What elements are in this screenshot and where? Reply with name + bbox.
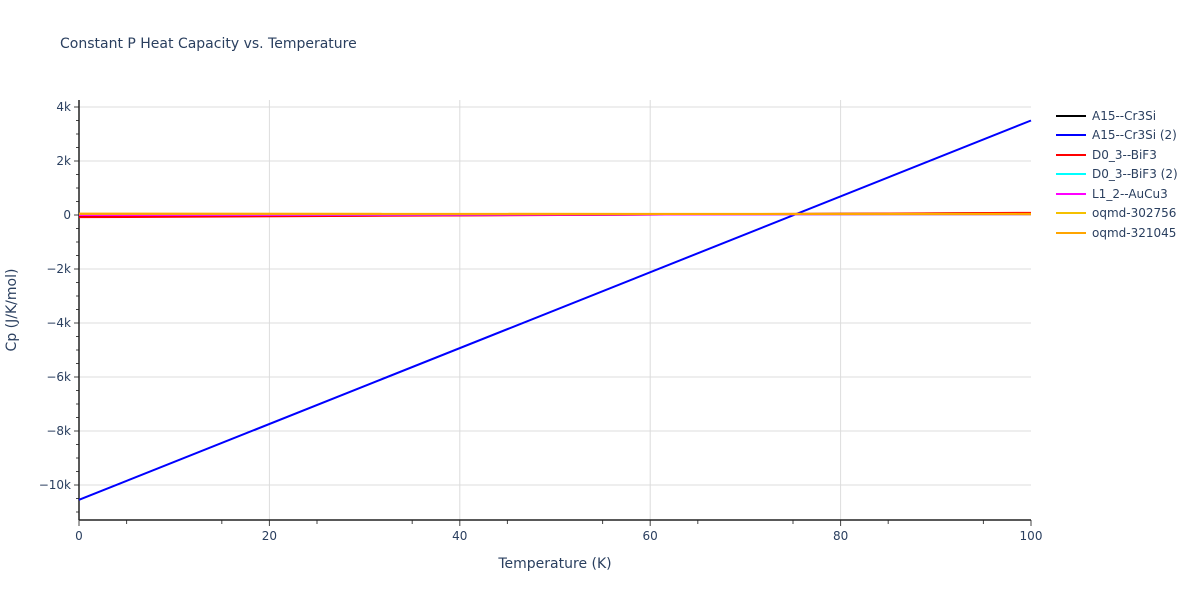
legend-item[interactable]: L1_2--AuCu3 [1056,184,1178,204]
y-axis-title: Cp (J/K/mol) [4,269,20,352]
y-tick-label: −8k [46,424,71,438]
legend-item[interactable]: A15--Cr3Si (2) [1056,126,1178,146]
series-line[interactable] [78,212,1032,216]
y-tick-label: −6k [46,370,71,384]
y-tick-label: −10k [39,478,71,492]
legend-item[interactable]: oqmd-302756 [1056,204,1178,224]
legend-swatch-icon [1056,134,1086,137]
legend-swatch-icon [1056,231,1086,234]
legend-swatch-icon [1056,114,1086,117]
legend-swatch-icon [1056,173,1086,176]
legend: A15--Cr3Si A15--Cr3Si (2) D0_3--BiF3 D0_3--… [1056,106,1178,243]
legend-swatch-icon [1056,212,1086,215]
y-tick-label: 0 [63,208,71,222]
legend-label: A15--Cr3Si [1092,108,1157,123]
legend-item[interactable]: oqmd-321045 [1056,223,1178,243]
x-tick-label: 80 [833,529,848,543]
x-tick-label: 100 [1020,529,1043,543]
legend-label: oqmd-302756 [1092,206,1177,221]
x-tick-label: 20 [262,529,277,543]
legend-label: L1_2--AuCu3 [1092,186,1168,201]
y-tick-label: 4k [56,100,71,114]
legend-item[interactable]: D0_3--BiF3 (2) [1056,165,1178,185]
chart-title: Constant P Heat Capacity vs. Temperature [60,36,357,52]
series-line[interactable] [78,119,1032,501]
x-tick-label: 60 [643,529,658,543]
legend-swatch-icon [1056,192,1086,195]
legend-label: A15--Cr3Si (2) [1092,128,1177,143]
legend-item[interactable]: A15--Cr3Si [1056,106,1178,126]
legend-label: D0_3--BiF3 [1092,147,1157,162]
legend-label: oqmd-321045 [1092,225,1177,240]
x-tick-label: 40 [452,529,467,543]
legend-label: D0_3--BiF3 (2) [1092,167,1178,182]
y-tick-label: −4k [46,316,71,330]
y-tick-label: 2k [56,154,71,168]
x-axis-title: Temperature (K) [497,556,611,572]
y-tick-label: −2k [46,262,71,276]
legend-swatch-icon [1056,153,1086,156]
legend-item[interactable]: D0_3--BiF3 [1056,145,1178,165]
x-tick-label: 0 [75,529,83,543]
